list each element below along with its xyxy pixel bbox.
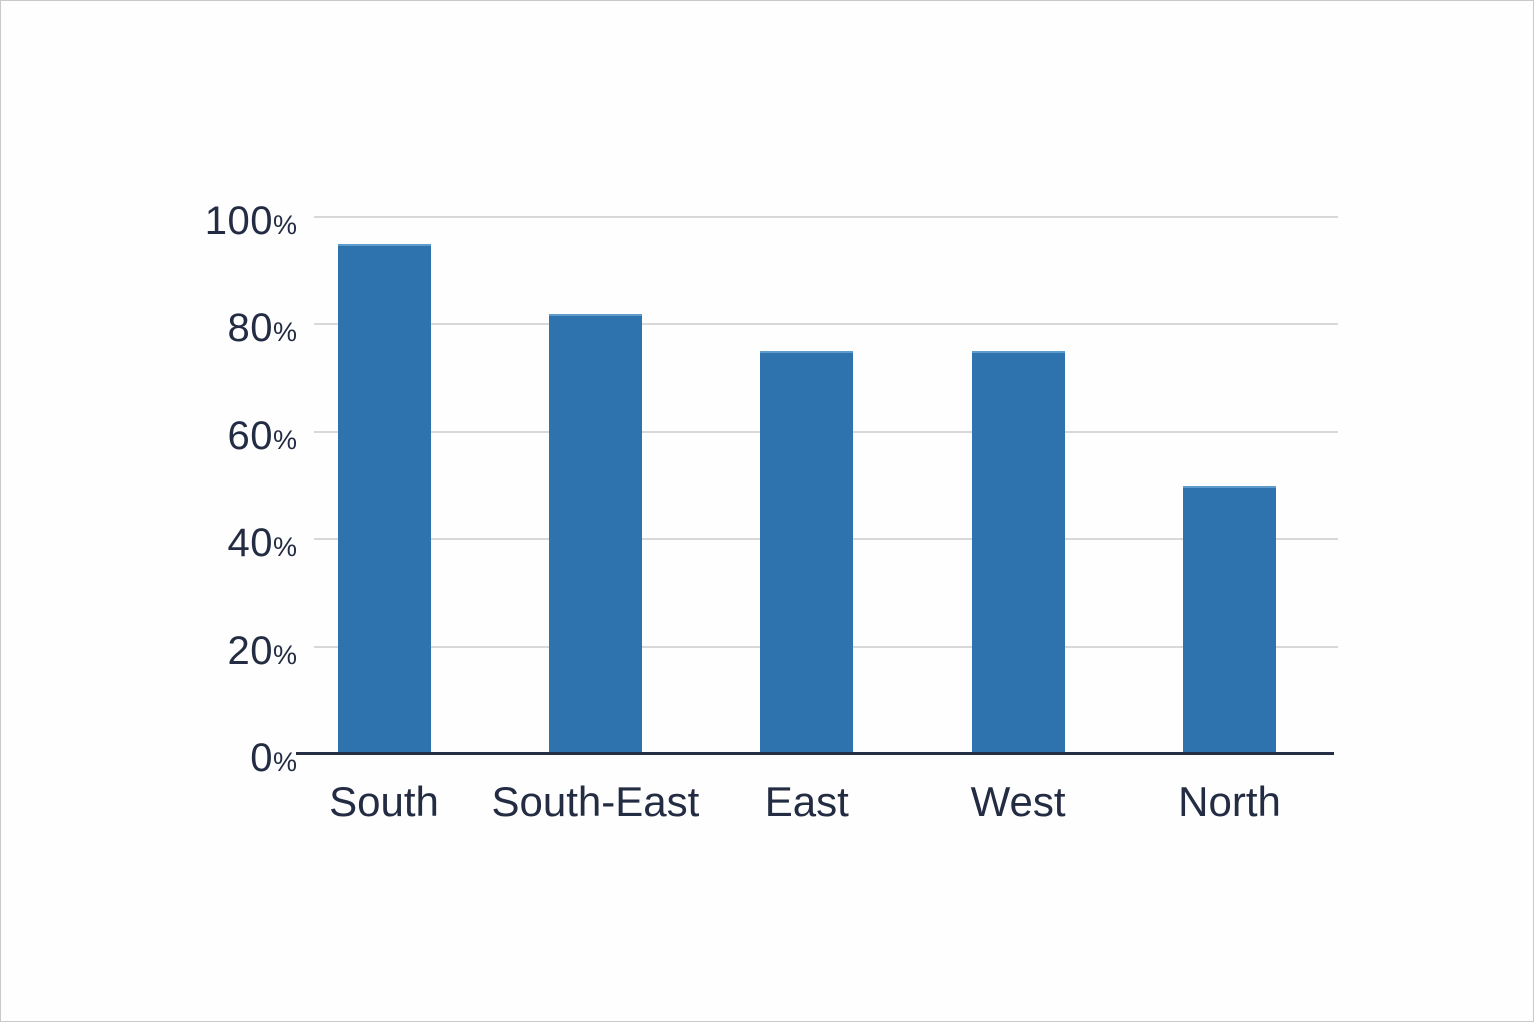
- y-tick-label-60: 60%: [67, 413, 297, 463]
- x-tick-label-east: East: [764, 778, 849, 825]
- y-tick-unit: %: [272, 424, 297, 455]
- y-tick-label-20: 20%: [67, 628, 297, 678]
- y-tick-label-40: 40%: [67, 520, 297, 570]
- bar-north: [1183, 485, 1276, 754]
- y-tick-value: 80: [227, 306, 273, 351]
- y-tick-value: 60: [227, 413, 273, 458]
- y-tick-unit: %: [272, 532, 297, 563]
- x-tick-label-north: North: [1178, 778, 1281, 825]
- y-tick-value: 40: [227, 521, 273, 566]
- y-tick-unit: %: [272, 210, 297, 240]
- x-tick-label-west: West: [970, 778, 1066, 825]
- y-tick-label-80: 80%: [67, 305, 297, 355]
- y-tick-value: 0: [250, 736, 273, 780]
- y-tick-unit: %: [272, 317, 297, 348]
- bar-south-east: [548, 313, 642, 754]
- gridline-100: [314, 216, 1338, 218]
- x-axis-line: [296, 752, 1334, 755]
- bar-west: [971, 351, 1065, 754]
- plot-area: [296, 216, 1338, 755]
- x-tick-label-south-east: South-East: [491, 778, 700, 825]
- y-tick-label-100: 100%: [67, 198, 297, 248]
- y-tick-value: 20: [227, 628, 273, 673]
- bar-south: [337, 243, 431, 754]
- y-tick-unit: %: [272, 747, 297, 777]
- y-tick-unit: %: [272, 639, 297, 670]
- x-tick-label-south: South: [329, 778, 439, 825]
- gridline-80: [314, 323, 1338, 326]
- y-tick-label-0: 0%: [67, 735, 297, 785]
- y-tick-value: 100: [204, 199, 273, 243]
- bar-east: [760, 351, 854, 754]
